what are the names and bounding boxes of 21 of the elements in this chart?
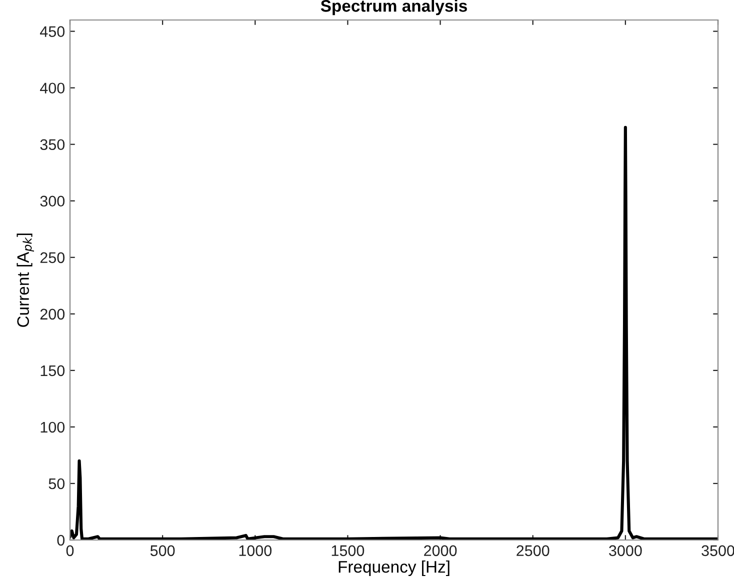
y-tick-label: 400: [40, 82, 65, 94]
y-tick-label: 200: [40, 308, 65, 320]
y-tick-label: 450: [40, 26, 65, 37]
x-tick-label: 1500: [332, 545, 364, 556]
y-tick-label: 350: [40, 139, 65, 150]
x-tick-label: 0: [66, 545, 74, 556]
chart-title: Spectrum analysis: [320, 0, 467, 16]
y-tick-label: 50: [48, 478, 65, 490]
x-tick-label: 1000: [239, 545, 272, 556]
x-tick-label: 500: [150, 545, 175, 556]
y-axis-title: Current [A$_{pk}$]: [16, 234, 34, 327]
y-tick-label: 100: [40, 422, 65, 433]
y-tick-label: 150: [40, 365, 65, 376]
x-tick-label: 2000: [424, 545, 457, 556]
y-tick-label: 300: [40, 196, 65, 207]
x-axis-title: Frequency [Hz]: [338, 560, 450, 576]
x-tick-label: 3000: [609, 545, 642, 556]
y-tick-label: 0: [57, 534, 65, 546]
x-tick-label: 3500: [702, 545, 734, 556]
y-tick-label: 250: [40, 252, 65, 264]
x-tick-label: 2500: [516, 545, 550, 556]
